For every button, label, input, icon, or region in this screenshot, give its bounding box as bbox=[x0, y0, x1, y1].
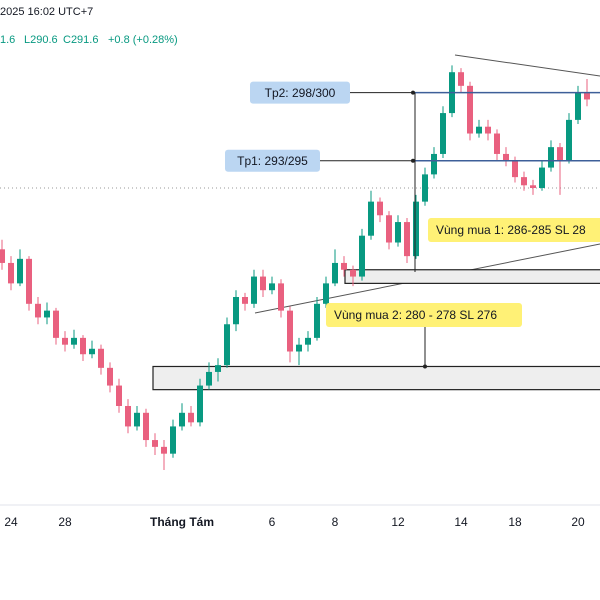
candle-body bbox=[557, 147, 563, 161]
candle-body bbox=[305, 337, 311, 345]
candle-body bbox=[323, 283, 329, 304]
x-tick-label: 8 bbox=[332, 515, 339, 529]
candle-body bbox=[53, 310, 59, 338]
x-tick-label: 18 bbox=[508, 515, 522, 529]
candle-body bbox=[332, 262, 338, 284]
zone-label: Vùng mua 2: 280 - 278 SL 276 bbox=[334, 308, 497, 322]
candle-body bbox=[404, 222, 410, 257]
candle-body bbox=[548, 147, 554, 168]
ohlc-value: C291.6 bbox=[63, 34, 98, 46]
candle-body bbox=[0, 249, 5, 263]
candle-body bbox=[206, 371, 212, 386]
pointer-dot bbox=[423, 364, 427, 369]
candle-body bbox=[278, 283, 284, 311]
candle-body bbox=[107, 367, 113, 386]
candle-body bbox=[251, 276, 257, 304]
candle-body bbox=[530, 185, 536, 189]
candle-body bbox=[584, 92, 590, 100]
candle-body bbox=[26, 258, 32, 304]
candle-body bbox=[377, 201, 383, 216]
trend-line bbox=[454, 54, 600, 77]
candle-body bbox=[422, 174, 428, 202]
candle-body bbox=[134, 412, 140, 427]
candle-body bbox=[269, 283, 275, 291]
timestamp: 2025 16:02 UTC+7 bbox=[0, 6, 93, 18]
buy-zone bbox=[152, 365, 600, 391]
candle-body bbox=[89, 348, 95, 355]
candle-body bbox=[62, 337, 68, 345]
zone-label: Vùng mua 1: 286-285 SL 28 bbox=[436, 223, 586, 237]
candle-body bbox=[395, 222, 401, 243]
candle-body bbox=[152, 440, 158, 447]
candle-body bbox=[287, 310, 293, 352]
candle-body bbox=[341, 262, 347, 270]
candle-body bbox=[431, 153, 437, 175]
candle-body bbox=[71, 337, 77, 345]
candle-body bbox=[179, 412, 185, 427]
candle-body bbox=[224, 324, 230, 366]
buy-zone bbox=[344, 269, 600, 284]
candle-body bbox=[197, 385, 203, 423]
candle-body bbox=[359, 235, 365, 277]
x-tick-label: 12 bbox=[391, 515, 405, 529]
candle-body bbox=[260, 276, 266, 291]
candle-body bbox=[521, 177, 527, 186]
candle-body bbox=[44, 310, 50, 318]
pointer-dot bbox=[411, 158, 415, 163]
x-tick-label: 6 bbox=[269, 515, 276, 529]
candle-body bbox=[80, 337, 86, 355]
candle-body bbox=[440, 113, 446, 154]
candle-body bbox=[458, 72, 464, 86]
header: 2025 16:02 UTC+7 1.6 L290.6 C291.6 +0.8 … bbox=[0, 6, 178, 46]
ohlc-value: 1.6 bbox=[0, 34, 15, 46]
target-label: Tp1: 293/295 bbox=[237, 154, 308, 168]
candle-body bbox=[566, 119, 572, 161]
candle-body bbox=[494, 133, 500, 154]
candle-body bbox=[8, 262, 14, 284]
candle-body bbox=[467, 85, 473, 134]
candle-body bbox=[485, 126, 491, 134]
candle-body bbox=[413, 201, 419, 257]
target-label-box bbox=[225, 149, 320, 172]
candle-body bbox=[143, 412, 149, 441]
candle-body bbox=[503, 153, 509, 161]
candle-body bbox=[188, 412, 194, 423]
candle-body bbox=[233, 297, 239, 325]
x-tick-label: 24 bbox=[4, 515, 18, 529]
candle-body bbox=[512, 160, 518, 178]
zone-label-box bbox=[326, 303, 522, 327]
target-label-box bbox=[250, 81, 350, 104]
candle-body bbox=[242, 297, 248, 304]
x-tick-label: 20 bbox=[571, 515, 585, 529]
candle-body bbox=[170, 426, 176, 454]
candle-body bbox=[314, 303, 320, 338]
candle-body bbox=[575, 92, 581, 120]
candle-body bbox=[125, 405, 131, 427]
candle-body bbox=[161, 446, 167, 454]
ohlc-value: L290.6 bbox=[24, 34, 58, 46]
candle-body bbox=[35, 303, 41, 318]
ohlc-value: +0.8 (+0.28%) bbox=[108, 34, 178, 46]
x-tick-label: 14 bbox=[454, 515, 468, 529]
pointer-dot bbox=[411, 90, 415, 95]
zone-label-box bbox=[428, 218, 600, 242]
candle-body bbox=[350, 269, 356, 277]
candle-body bbox=[386, 215, 392, 243]
x-tick-label: 28 bbox=[58, 515, 72, 529]
candle-body bbox=[539, 167, 545, 189]
candle-body bbox=[116, 385, 122, 406]
x-tick-label: Tháng Tám bbox=[150, 515, 214, 529]
candle-body bbox=[296, 344, 302, 352]
candle-body bbox=[17, 258, 23, 284]
target-label: Tp2: 298/300 bbox=[265, 86, 336, 100]
candle-body bbox=[98, 348, 104, 368]
candle-body bbox=[476, 126, 482, 134]
candle-body bbox=[368, 201, 374, 236]
candle-body bbox=[215, 365, 221, 372]
